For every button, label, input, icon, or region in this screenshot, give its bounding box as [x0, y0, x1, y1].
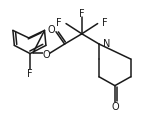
- Text: F: F: [56, 18, 62, 28]
- Text: F: F: [27, 68, 33, 78]
- Text: F: F: [102, 18, 107, 28]
- Text: O: O: [43, 50, 50, 60]
- Text: F: F: [79, 9, 85, 19]
- Text: O: O: [111, 102, 119, 111]
- Text: N: N: [103, 39, 110, 49]
- Text: O: O: [48, 25, 56, 35]
